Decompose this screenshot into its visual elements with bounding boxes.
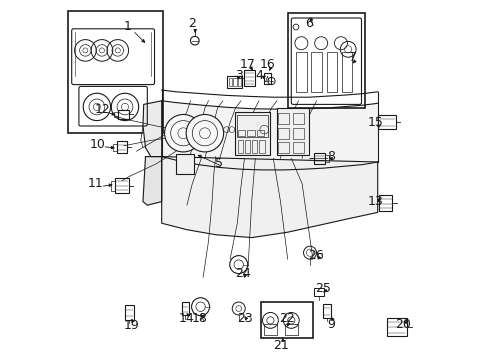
Text: 5: 5 xyxy=(215,157,223,170)
Text: 13: 13 xyxy=(367,195,383,208)
Text: 22: 22 xyxy=(279,312,294,325)
Text: 9: 9 xyxy=(326,318,334,330)
Bar xyxy=(378,115,395,129)
Bar xyxy=(260,302,312,338)
Bar xyxy=(278,113,288,124)
Polygon shape xyxy=(162,157,377,238)
Bar xyxy=(256,130,264,136)
Bar xyxy=(292,142,303,153)
Bar xyxy=(182,302,189,315)
Bar xyxy=(117,141,126,153)
Bar xyxy=(244,140,250,153)
Text: 12: 12 xyxy=(94,103,110,116)
Bar xyxy=(386,318,406,336)
Text: 7: 7 xyxy=(348,51,356,64)
Bar xyxy=(326,52,337,92)
Text: 17: 17 xyxy=(240,58,256,71)
Polygon shape xyxy=(162,101,377,170)
Text: 2: 2 xyxy=(188,17,196,30)
Bar xyxy=(378,195,392,211)
Text: 4: 4 xyxy=(254,69,263,82)
Bar xyxy=(228,78,231,86)
Circle shape xyxy=(164,114,202,152)
Bar xyxy=(296,52,306,92)
Bar xyxy=(259,140,264,153)
Bar xyxy=(278,128,288,139)
Bar xyxy=(113,144,117,151)
Bar xyxy=(276,108,309,155)
Bar xyxy=(284,324,297,335)
Bar xyxy=(235,112,269,155)
Bar xyxy=(314,153,325,164)
Bar xyxy=(311,52,322,92)
Bar xyxy=(237,140,243,153)
Bar xyxy=(110,181,115,191)
Bar xyxy=(124,305,134,320)
Bar xyxy=(118,110,128,119)
Text: 25: 25 xyxy=(314,282,330,294)
Text: 3: 3 xyxy=(235,69,243,82)
Bar xyxy=(325,155,328,162)
Bar xyxy=(278,142,288,153)
Bar xyxy=(68,11,163,133)
Bar xyxy=(247,130,254,136)
Text: 24: 24 xyxy=(234,267,250,280)
Polygon shape xyxy=(142,157,162,205)
Bar xyxy=(244,70,254,86)
Text: 8: 8 xyxy=(326,150,334,163)
Text: 6: 6 xyxy=(305,17,313,30)
Bar xyxy=(176,154,194,174)
Bar xyxy=(237,115,267,137)
Bar xyxy=(238,130,244,136)
Bar xyxy=(313,288,324,296)
Text: 11: 11 xyxy=(88,177,103,190)
Bar xyxy=(115,178,128,193)
Bar xyxy=(114,112,118,117)
Text: 26: 26 xyxy=(308,249,324,262)
Text: 16: 16 xyxy=(260,58,275,71)
Text: 10: 10 xyxy=(89,138,105,150)
Text: 18: 18 xyxy=(191,312,207,325)
Bar xyxy=(341,52,352,92)
Circle shape xyxy=(186,114,223,152)
Text: 20: 20 xyxy=(394,318,410,330)
Text: 14: 14 xyxy=(179,312,194,325)
Bar xyxy=(264,324,276,335)
Text: 23: 23 xyxy=(237,312,253,325)
Bar xyxy=(292,113,303,124)
Text: 21: 21 xyxy=(272,339,288,352)
Text: 1: 1 xyxy=(123,21,131,33)
Bar xyxy=(292,128,303,139)
Bar xyxy=(264,73,270,84)
Bar xyxy=(322,304,330,318)
Bar xyxy=(287,13,365,108)
Text: 15: 15 xyxy=(367,116,383,129)
Text: 19: 19 xyxy=(123,319,139,332)
Bar xyxy=(238,78,241,86)
Bar xyxy=(233,78,236,86)
Polygon shape xyxy=(142,101,162,157)
Bar xyxy=(227,76,241,88)
Bar xyxy=(251,140,257,153)
